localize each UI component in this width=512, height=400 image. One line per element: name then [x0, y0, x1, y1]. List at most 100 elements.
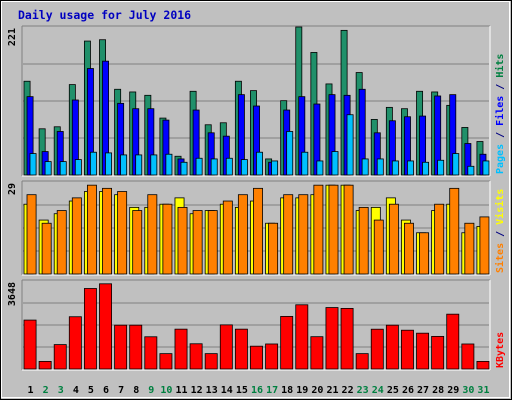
bar-sites-day-25 — [388, 203, 399, 275]
bar-sites-day-10 — [162, 203, 173, 275]
x-label-day-8: 8 — [133, 385, 139, 396]
bar-sites-day-21 — [328, 184, 339, 275]
panel-hits: 221 Pages / Files / Hits — [7, 25, 506, 177]
bar-kbytes-day-13 — [204, 353, 218, 370]
bar-sites-day-29 — [449, 187, 460, 275]
x-label-day-15: 15 — [236, 385, 248, 396]
bar-sites-day-2 — [41, 222, 52, 275]
legend-part: Hits — [494, 54, 506, 78]
legend-part: / — [495, 78, 506, 96]
x-axis-day-labels: 1 2 3 4 5 6 7 8 9 10 11 12 13 14 15 16 17 18 19 20 21 22 23 24 2… — [28, 385, 490, 396]
panel-max-label: 29 — [7, 183, 18, 195]
bar-kbytes-day-9 — [144, 336, 158, 370]
chart-title: Daily usage for July 2016 — [18, 8, 191, 22]
bar-sites-day-9 — [147, 194, 158, 275]
bar-pages-day-21 — [331, 151, 339, 176]
x-label-day-20: 20 — [311, 385, 323, 396]
bar-pages-day-5 — [89, 151, 97, 176]
bar-pages-day-24 — [376, 158, 384, 176]
bar-sites-day-23 — [358, 206, 369, 275]
bar-pages-day-28 — [437, 159, 445, 176]
x-label-day-4: 4 — [73, 385, 79, 396]
bar-sites-day-30 — [464, 222, 475, 275]
bar-pages-day-20 — [316, 160, 324, 176]
x-label-day-19: 19 — [296, 385, 308, 396]
bar-pages-day-22 — [346, 114, 354, 176]
x-label-day-17: 17 — [266, 385, 278, 396]
x-label-day-6: 6 — [103, 385, 109, 396]
bar-pages-day-23 — [361, 158, 369, 176]
x-label-day-14: 14 — [221, 385, 233, 396]
panel-series-legend: Sites / Visits — [494, 189, 506, 273]
panel-max-label: 221 — [7, 28, 18, 46]
bar-sites-day-14 — [222, 200, 233, 275]
bar-kbytes-day-16 — [250, 345, 263, 370]
x-label-day-29: 29 — [447, 385, 459, 396]
bar-kbytes-day-22 — [340, 307, 354, 370]
bar-pages-day-6 — [105, 152, 112, 176]
bar-pages-day-16 — [256, 151, 263, 176]
bar-sites-day-8 — [132, 210, 143, 275]
x-label-day-30: 30 — [462, 385, 474, 396]
bar-pages-day-17 — [271, 160, 279, 176]
bar-sites-day-1 — [26, 194, 37, 275]
bar-pages-day-25 — [391, 160, 399, 176]
bar-sites-day-18 — [283, 194, 294, 275]
bar-kbytes-day-27 — [416, 332, 430, 370]
bar-kbytes-day-26 — [401, 329, 414, 370]
bar-pages-day-1 — [29, 153, 37, 176]
panel-kbytes: 3648 KBytes — [7, 279, 506, 371]
x-label-day-5: 5 — [88, 385, 94, 396]
x-label-day-25: 25 — [387, 385, 399, 396]
bar-sites-day-22 — [343, 184, 354, 275]
bar-pages-day-9 — [150, 154, 158, 176]
panel-max-label: 3648 — [7, 282, 18, 306]
legend-part: KBytes — [495, 332, 506, 368]
bar-pages-day-19 — [301, 151, 309, 176]
bar-sites-day-13 — [207, 210, 218, 275]
bar-sites-day-7 — [117, 191, 128, 275]
bar-kbytes-day-6 — [99, 283, 112, 370]
bar-sites-day-17 — [268, 222, 279, 275]
legend-part: Visits — [494, 189, 506, 225]
panel-series-legend: Pages / Files / Hits — [494, 54, 506, 174]
bar-sites-day-6 — [102, 187, 112, 275]
bar-pages-day-30 — [467, 165, 475, 176]
bar-kbytes-day-24 — [370, 328, 384, 370]
legend-part: / — [495, 225, 506, 243]
panel-visits: 29 Sites / Visits — [7, 180, 506, 276]
bar-kbytes-day-23 — [355, 353, 369, 370]
bar-kbytes-day-31 — [476, 360, 490, 370]
bar-kbytes-day-15 — [234, 328, 248, 370]
x-label-day-21: 21 — [326, 385, 338, 396]
bar-sites-day-20 — [313, 184, 324, 275]
bar-kbytes-day-14 — [219, 324, 233, 370]
x-label-day-24: 24 — [372, 385, 384, 396]
bar-kbytes-day-2 — [38, 360, 52, 370]
bar-pages-day-31 — [482, 160, 490, 176]
x-label-day-18: 18 — [281, 385, 293, 396]
bar-sites-day-15 — [237, 194, 248, 275]
bar-sites-day-19 — [298, 194, 309, 275]
bar-pages-day-18 — [286, 131, 294, 176]
bar-pages-day-8 — [135, 154, 143, 176]
x-label-day-13: 13 — [206, 385, 218, 396]
bar-sites-day-3 — [56, 210, 67, 275]
bar-kbytes-day-8 — [129, 324, 143, 370]
bar-sites-day-16 — [253, 187, 263, 275]
x-label-day-31: 31 — [477, 385, 489, 396]
panel-series-legend: KBytes — [495, 332, 506, 368]
bar-sites-day-12 — [192, 210, 203, 275]
legend-part: Files — [494, 96, 506, 126]
bar-kbytes-day-1 — [23, 319, 37, 370]
bar-pages-day-13 — [210, 158, 218, 176]
x-label-day-1: 1 — [28, 385, 34, 396]
bar-kbytes-day-30 — [461, 343, 475, 370]
bar-kbytes-day-25 — [385, 324, 399, 370]
bar-kbytes-day-29 — [446, 313, 460, 370]
x-label-day-10: 10 — [160, 385, 172, 396]
x-label-day-2: 2 — [43, 385, 49, 396]
